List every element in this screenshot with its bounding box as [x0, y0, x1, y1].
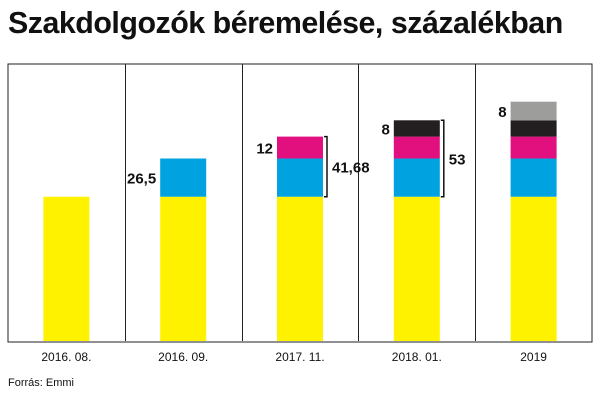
data-label: 8 [498, 104, 506, 121]
x-tick-label: 2017. 11. [275, 350, 324, 364]
bar-segment [277, 136, 323, 159]
bar-segment [510, 120, 557, 137]
source-note: Forrás: Emmi [8, 377, 74, 389]
bar-segment [510, 158, 557, 197]
bracket-label: 41,68 [332, 160, 370, 177]
bar-segment [393, 158, 440, 197]
bracket [440, 119, 445, 198]
x-tick-label: 2016. 09. [158, 350, 208, 364]
bar-segment [510, 136, 557, 159]
bar-segment [277, 158, 323, 197]
data-label: 8 [381, 121, 389, 138]
x-tick-label: 2016. 08. [41, 350, 91, 364]
bar-segment [393, 120, 440, 137]
x-tick-label: 2018. 01. [392, 350, 442, 364]
plot-frame [7, 63, 593, 343]
bar-segment [393, 196, 440, 341]
data-label: 12 [256, 141, 273, 158]
bar-segment [43, 196, 90, 341]
chart-title: Szakdolgozók béremelése, százalékban [8, 5, 563, 40]
x-tick-label: 2019 [520, 350, 547, 364]
bracket [324, 135, 328, 198]
bar-segment [160, 158, 207, 197]
data-label: 26,5 [127, 171, 156, 188]
bar-segment [277, 196, 323, 341]
bar-segment [510, 101, 557, 121]
bar-segment [510, 196, 557, 341]
bar-segment [393, 136, 440, 159]
bracket-label: 53 [449, 152, 466, 169]
bar-segment [160, 196, 207, 341]
